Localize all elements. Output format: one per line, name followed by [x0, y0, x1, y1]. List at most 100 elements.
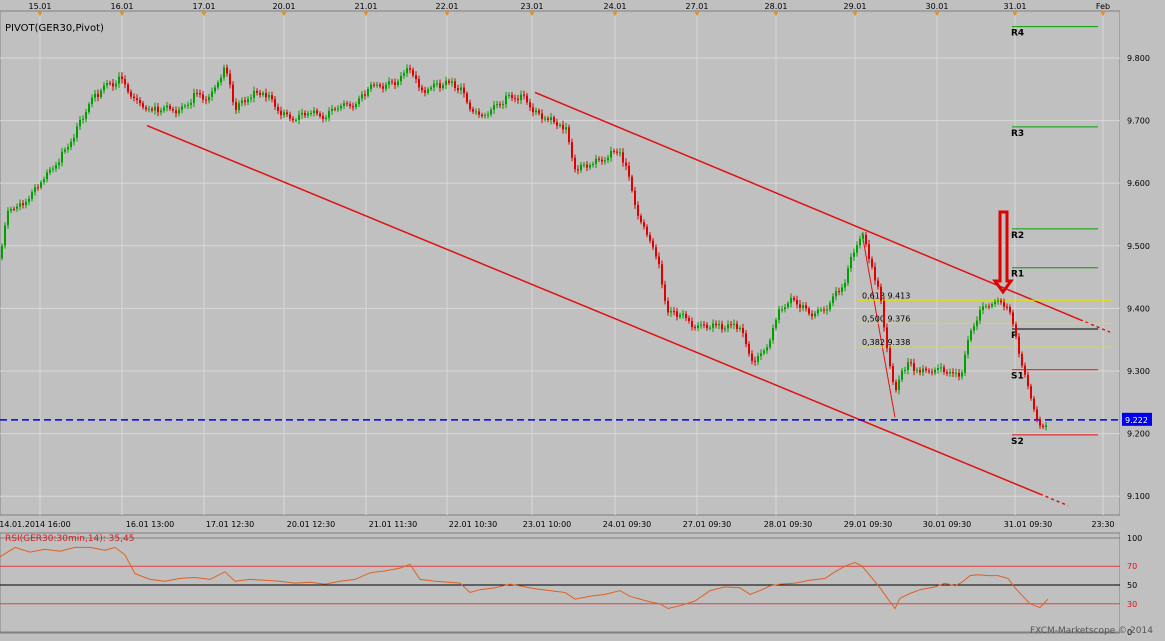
- candle-body: [676, 311, 678, 317]
- candle-body: [757, 356, 759, 362]
- candle-body: [7, 210, 9, 226]
- candle-body: [355, 104, 357, 108]
- candle-body: [223, 67, 225, 78]
- top-date-label: 27.01: [686, 2, 709, 11]
- rsi-tick-label: 70: [1127, 562, 1137, 571]
- candle-body: [454, 81, 456, 89]
- candle-body: [886, 327, 888, 349]
- candle-body: [925, 368, 927, 371]
- candle-body: [457, 88, 459, 91]
- candle-body: [541, 113, 543, 120]
- candle-body: [616, 151, 618, 153]
- candle-body: [220, 77, 222, 83]
- candle-body: [481, 114, 483, 117]
- candle-body: [907, 362, 909, 371]
- candle-body: [1003, 302, 1005, 307]
- candle-body: [304, 112, 306, 116]
- top-date-label: 28.01: [765, 2, 788, 11]
- candle-body: [106, 83, 108, 86]
- candle-body: [652, 240, 654, 248]
- candle-body: [874, 266, 876, 281]
- candle-body: [781, 309, 783, 311]
- candle-body: [1027, 374, 1029, 387]
- candle-body: [931, 371, 933, 373]
- candle-body: [829, 303, 831, 310]
- channel-line: [534, 91, 1081, 321]
- candle-body: [775, 320, 777, 328]
- candle-body: [691, 320, 693, 328]
- rsi-tick-label: 50: [1127, 581, 1137, 590]
- candle-body: [967, 340, 969, 355]
- candle-body: [133, 96, 135, 99]
- candle-body: [325, 117, 327, 120]
- candle-body: [883, 300, 885, 328]
- candle-body: [31, 192, 33, 199]
- candle-body: [535, 110, 537, 113]
- candle-body: [295, 119, 297, 121]
- candle-body: [1006, 306, 1008, 308]
- candlestick-series: [1, 64, 1047, 431]
- candle-body: [745, 333, 747, 345]
- price-tick-label: 9.200: [1127, 430, 1150, 439]
- candle-body: [331, 108, 333, 112]
- candle-body: [796, 299, 798, 305]
- candle-body: [385, 84, 387, 89]
- candle-body: [301, 112, 303, 115]
- candle-body: [844, 283, 846, 288]
- candle-body: [73, 137, 75, 142]
- top-date-label: Feb: [1096, 2, 1110, 11]
- candle-body: [964, 354, 966, 373]
- candle-body: [808, 308, 810, 314]
- candle-body: [889, 348, 891, 367]
- candle-body: [370, 84, 372, 90]
- candle-body: [196, 92, 198, 94]
- pivot-label: R2: [1011, 231, 1024, 241]
- candle-body: [694, 327, 696, 329]
- price-tick-label: 9.400: [1127, 304, 1150, 313]
- candle-body: [409, 68, 411, 70]
- candle-body: [442, 85, 444, 88]
- candle-body: [391, 81, 393, 83]
- candle-body: [523, 94, 525, 96]
- candle-body: [562, 124, 564, 130]
- candle-body: [499, 104, 501, 106]
- candle-body: [1021, 353, 1023, 366]
- candle-body: [583, 164, 585, 166]
- candle-body: [820, 309, 822, 311]
- candle-body: [580, 164, 582, 171]
- candle-body: [211, 91, 213, 97]
- top-date-label: 15.01: [29, 2, 52, 11]
- candle-body: [175, 110, 177, 114]
- candle-body: [904, 370, 906, 372]
- candle-body: [361, 94, 363, 99]
- candle-body: [985, 306, 987, 308]
- candle-body: [229, 73, 231, 85]
- candle-body: [241, 100, 243, 104]
- candle-body: [277, 106, 279, 111]
- candle-body: [814, 313, 816, 317]
- candle-body: [337, 108, 339, 110]
- candle-body: [235, 102, 237, 111]
- candle-body: [484, 115, 486, 117]
- candle-body: [898, 379, 900, 391]
- candle-body: [511, 94, 513, 98]
- date-marker-icon: [37, 11, 43, 16]
- candle-body: [976, 320, 978, 327]
- candle-body: [376, 84, 378, 86]
- candle-body: [364, 94, 366, 96]
- price-tick-label: 9.100: [1127, 492, 1150, 501]
- top-date-label: 17.01: [193, 2, 216, 11]
- candle-body: [460, 87, 462, 91]
- candle-body: [298, 114, 300, 120]
- candle-body: [958, 372, 960, 377]
- candle-body: [382, 86, 384, 89]
- candle-body: [970, 330, 972, 341]
- candle-body: [670, 311, 672, 313]
- candle-body: [973, 326, 975, 331]
- candle-body: [667, 300, 669, 313]
- candle-body: [424, 90, 426, 93]
- top-date-label: 21.01: [355, 2, 378, 11]
- candle-body: [1024, 365, 1026, 375]
- candle-body: [715, 323, 717, 326]
